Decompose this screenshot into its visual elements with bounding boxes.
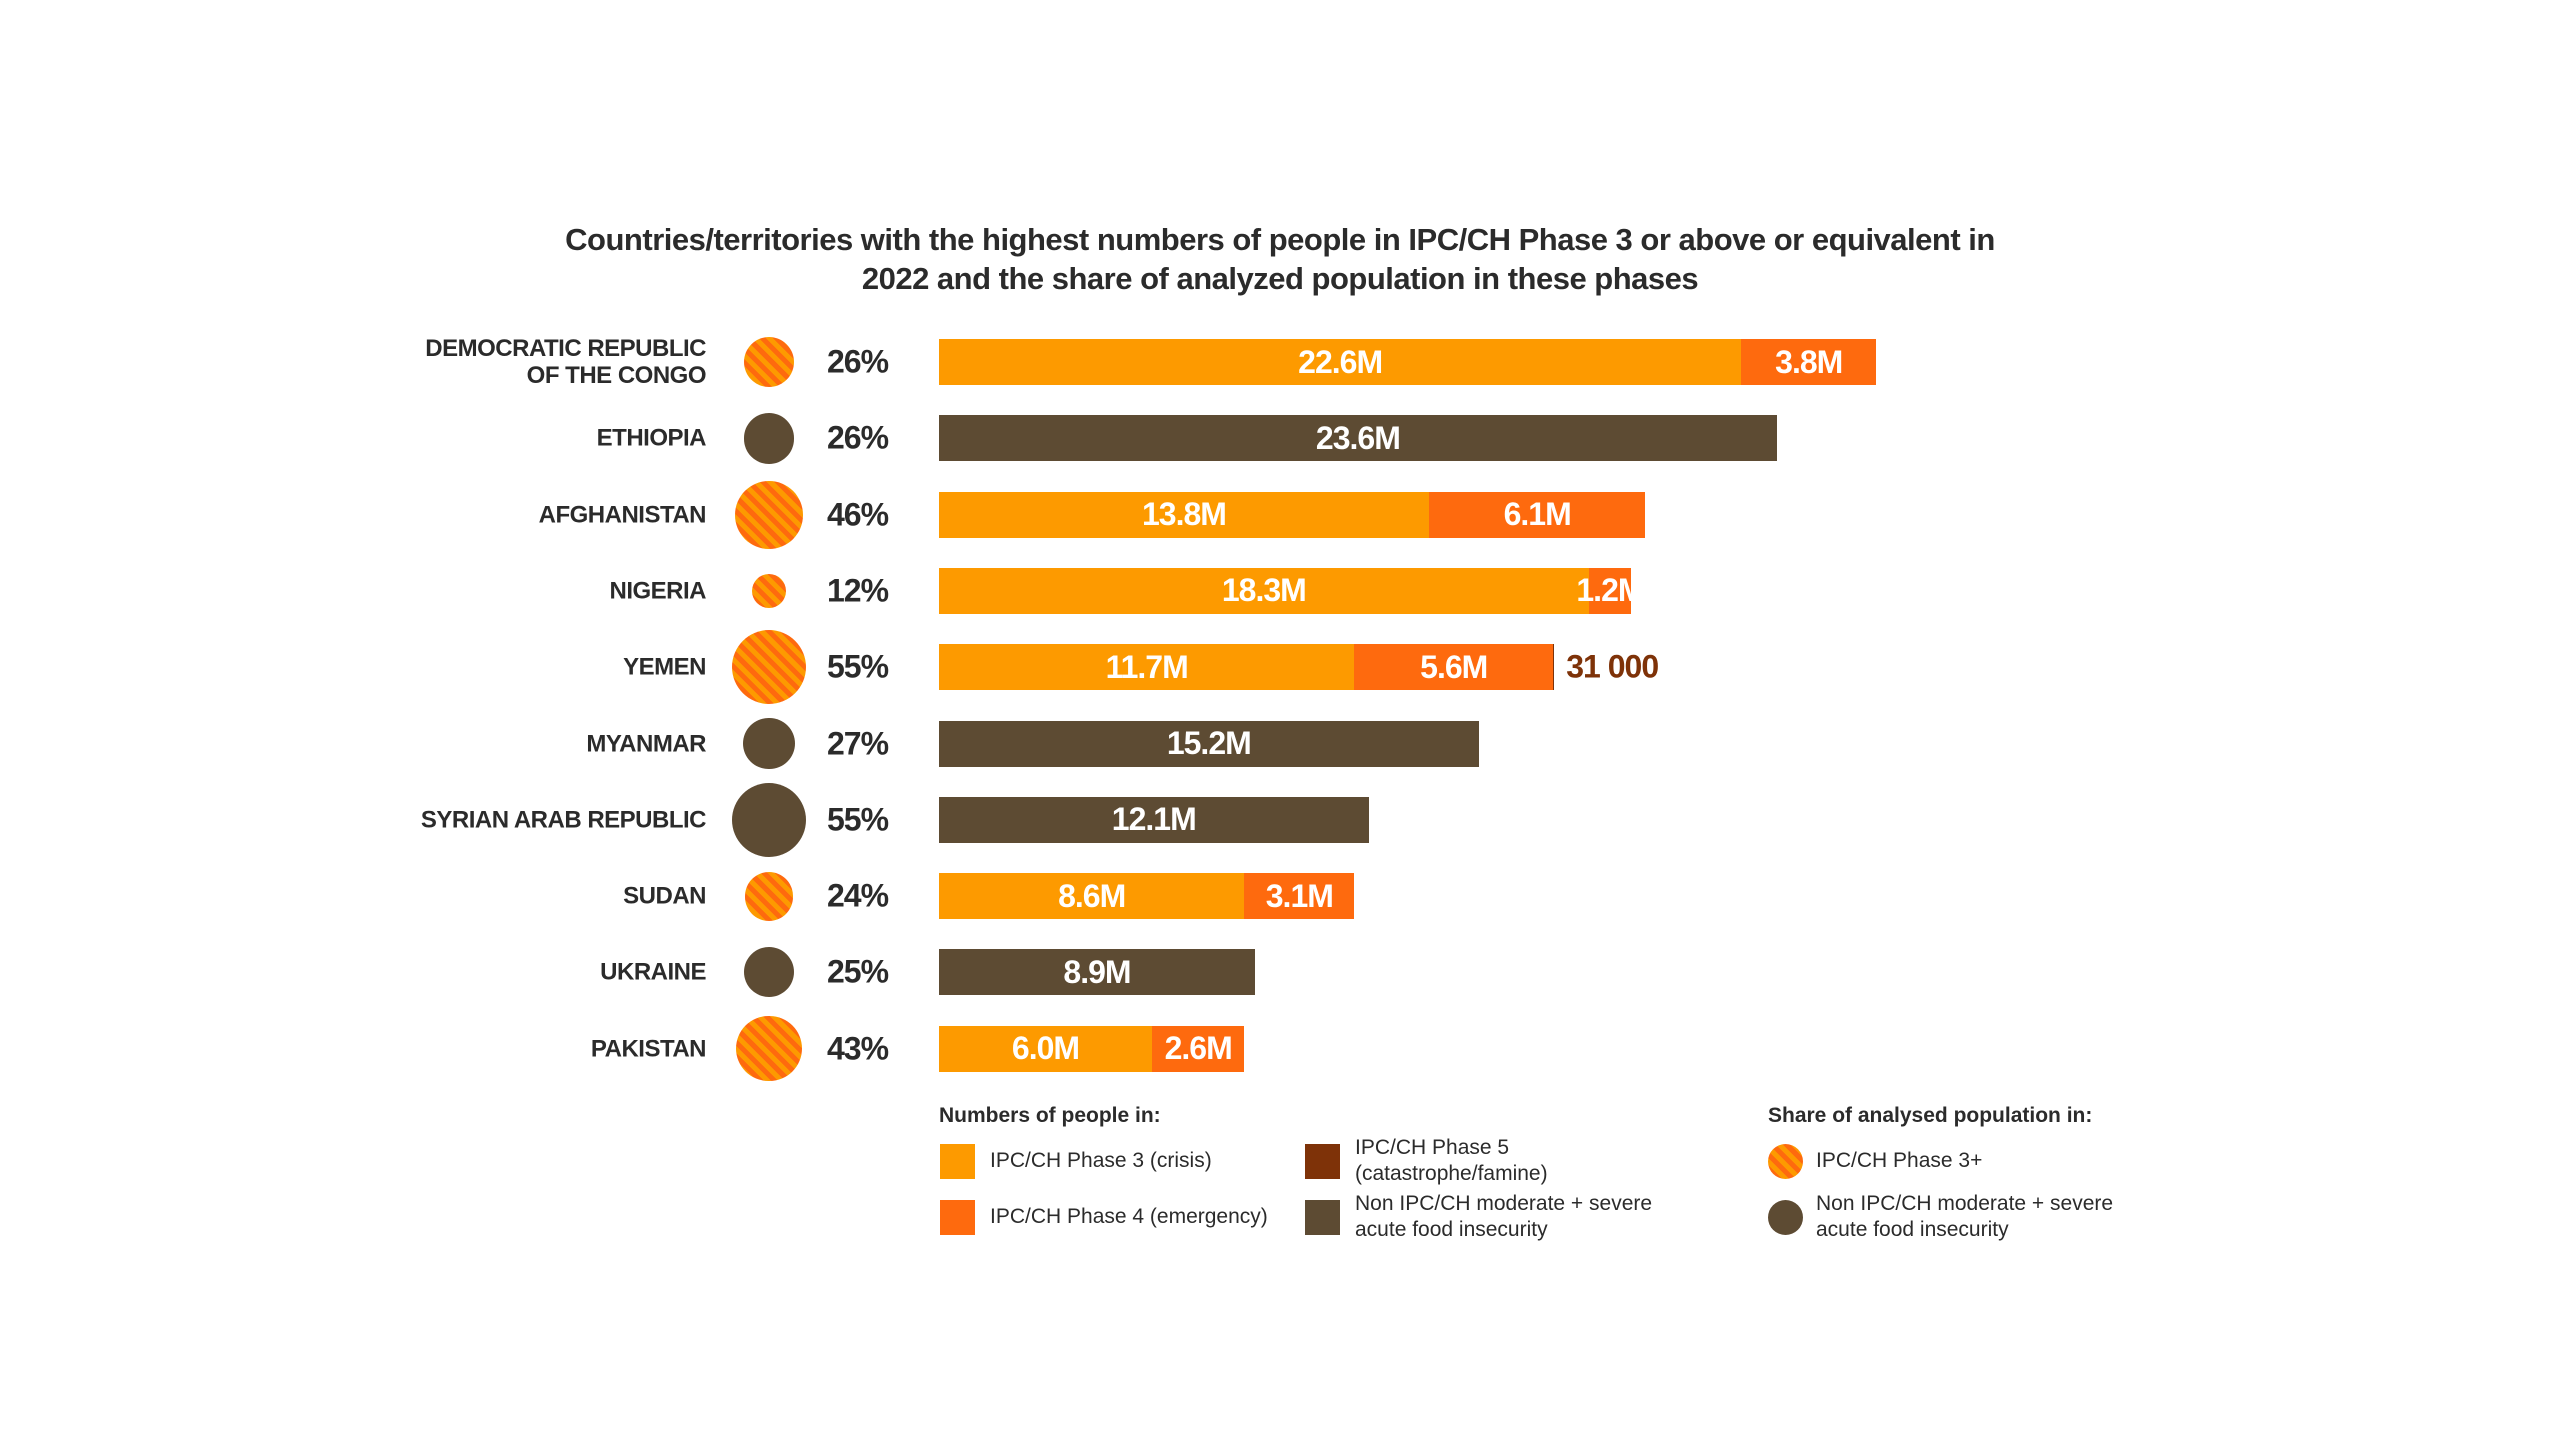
category-label: NIGERIA (609, 577, 706, 605)
bar-segment: 23.6M (939, 415, 1777, 462)
bar-segment: 13.8M (939, 491, 1429, 538)
bar-segment: 2.6M (1152, 1025, 1245, 1072)
bar-segment: 3.8M (1741, 339, 1877, 385)
share-circle (735, 480, 803, 549)
legend-label: IPC/CH Phase 3 (crisis) (990, 1149, 1212, 1172)
legend-label: IPC/CH Phase 4 (emergency) (990, 1205, 1268, 1228)
share-circle (743, 336, 795, 388)
value-label: 8.6M (1058, 877, 1126, 914)
share-circle (731, 630, 807, 705)
bar-segment: 22.6M (939, 339, 1742, 385)
category-label: MYANMAR (586, 730, 706, 757)
value-label: 6.1M (1503, 496, 1572, 533)
bar-segment: 6.1M (1428, 491, 1646, 538)
legend-title: Numbers of people in: (939, 1104, 1161, 1127)
bar-segment: 18.3M (939, 567, 1589, 614)
share-circle (743, 717, 795, 770)
share-label: 55% (827, 801, 889, 838)
bar-segment: 3.1M (1244, 873, 1355, 920)
bar-segment: 8.6M (939, 873, 1245, 920)
category-label: PAKISTAN (590, 1035, 707, 1063)
category-label: YEMEN (623, 653, 706, 681)
legend-circle (1768, 1200, 1803, 1235)
category-label: SYRIAN ARAB REPUBLIC (420, 806, 707, 834)
value-label: 11.7M (1105, 648, 1189, 685)
legend-label: IPC/CH Phase 5 (catastrophe/famine) (1355, 1136, 1548, 1185)
share-circle (743, 412, 795, 464)
legend-swatch (940, 1200, 975, 1235)
value-label: 1.2M (1576, 572, 1644, 609)
legend-label: Non IPC/CH moderate + severe acute food … (1816, 1192, 2114, 1241)
bar-segment: 1.2M (1576, 567, 1645, 614)
share-label: 25% (827, 953, 889, 990)
category-label: DEMOCRATIC REPUBLIC OF THE CONGO (425, 335, 706, 389)
value-label: 8.9M (1063, 953, 1131, 990)
category-label: SUDAN (623, 882, 706, 910)
bar-segment: 8.9M (939, 949, 1255, 996)
bar-segment: 15.2M (939, 720, 1479, 767)
value-label: 3.1M (1265, 877, 1334, 914)
legend-circle (1768, 1144, 1803, 1179)
legend-swatch (1305, 1200, 1340, 1235)
legend-label: Non IPC/CH moderate + severe acute food … (1355, 1192, 1653, 1241)
share-circle (731, 782, 807, 857)
category-label: ETHIOPIA (596, 424, 707, 452)
value-label: 6.0M (1011, 1030, 1080, 1067)
share-label: 12% (827, 572, 889, 609)
legend-title: Share of analysed population in: (1768, 1104, 2093, 1127)
share-circle (744, 947, 794, 998)
bar-segment: 6.0M (939, 1025, 1152, 1072)
bar-segment: 12.1M (939, 796, 1369, 843)
value-label: 2.6M (1164, 1030, 1233, 1067)
value-label: 15.2M (1166, 725, 1252, 761)
value-label: 18.3M (1221, 572, 1307, 609)
value-label: 3.8M (1775, 343, 1843, 380)
share-label: 24% (827, 877, 889, 914)
category-label: AFGHANISTAN (538, 501, 707, 529)
bar-segment: 5.6M (1354, 644, 1554, 691)
share-circle (751, 573, 787, 609)
share-label: 27% (827, 725, 889, 761)
chart-title: Countries/territories with the highest n… (565, 222, 1995, 296)
share-circle (744, 871, 794, 921)
category-label: UKRAINE (600, 958, 706, 986)
value-label: 12.1M (1111, 801, 1197, 838)
share-label: 26% (827, 343, 889, 380)
share-label: 43% (827, 1030, 889, 1067)
bar-segment: 11.7M (939, 644, 1355, 691)
bar-segment (1553, 644, 1555, 691)
value-label: 31 000 (1566, 648, 1659, 685)
value-label: 13.8M (1141, 496, 1227, 533)
legend-swatch (940, 1144, 975, 1179)
legend-label: IPC/CH Phase 3+ (1816, 1149, 1983, 1172)
value-label: 23.6M (1315, 419, 1401, 456)
share-label: 46% (827, 496, 889, 533)
legend-swatch (1305, 1144, 1340, 1179)
share-circle (736, 1015, 802, 1082)
value-label: 22.6M (1298, 343, 1383, 380)
share-label: 26% (827, 419, 889, 456)
value-label: 5.6M (1420, 648, 1488, 685)
share-label: 55% (827, 648, 889, 685)
